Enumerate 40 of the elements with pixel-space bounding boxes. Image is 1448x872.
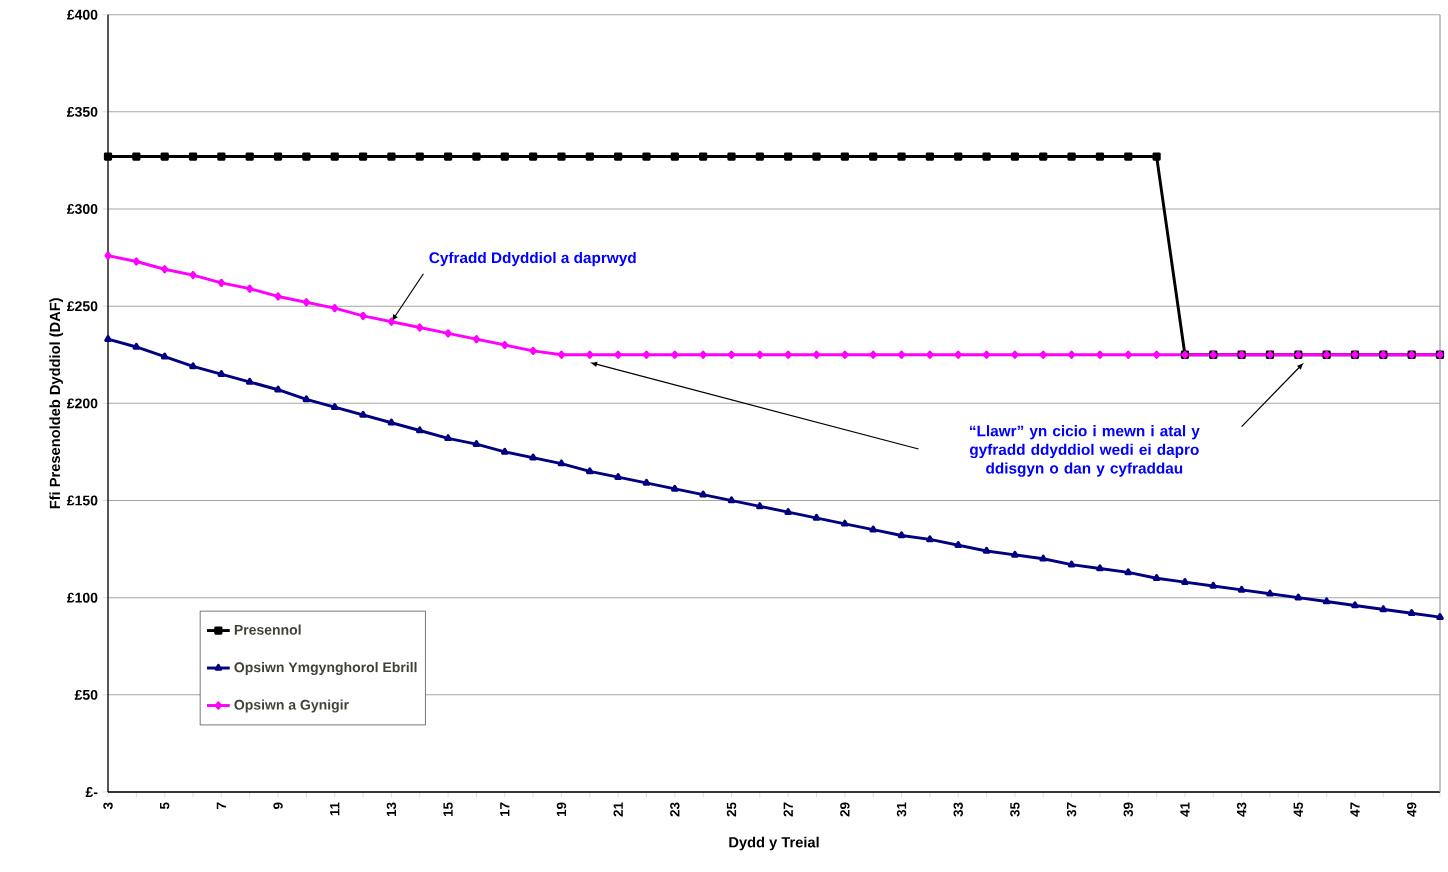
y-tick-label: £200	[66, 398, 98, 409]
x-tick-label: 13	[386, 802, 397, 817]
y-axis-title: Ffi Presenoldeb Dyddiol (DAF)	[49, 298, 63, 509]
x-tick-label: 43	[1236, 802, 1247, 817]
y-tick-label: £100	[66, 592, 98, 603]
y-tick-label: £250	[66, 301, 98, 312]
x-tick-label: 35	[1010, 802, 1020, 817]
x-tick-label: 33	[953, 802, 963, 817]
x-tick-label: 31	[896, 802, 907, 817]
x-tick-label: 45	[1293, 802, 1303, 817]
y-tick-label: £400	[66, 9, 98, 20]
x-tick-label: 41	[1180, 802, 1190, 817]
x-tick-label: 47	[1350, 802, 1360, 817]
x-tick-label: 17	[500, 802, 510, 817]
x-tick-label: 21	[613, 802, 623, 817]
x-tick-label: 49	[1406, 802, 1417, 817]
annotation: Cyfradd Ddyddiol a daprwyd	[429, 251, 636, 267]
legend-label: Opsiwn a Gynigir	[234, 699, 349, 713]
x-tick-label: 5	[160, 802, 170, 810]
x-tick-label: 19	[556, 802, 567, 817]
legend-label: Presennol	[234, 624, 301, 635]
x-tick-label: 11	[330, 802, 340, 816]
x-tick-label: 15	[443, 802, 453, 817]
x-tick-label: 23	[670, 802, 680, 817]
x-tick-label: 3	[103, 802, 113, 810]
y-tick-label: £350	[66, 106, 98, 117]
annotation: “Llawr” yn cicio i mewn i atal y gyfradd ddyddiol wedi ei dapro ddisgyn o dan y cyfraddau	[969, 425, 1200, 477]
x-tick-label: 9	[273, 802, 283, 809]
y-tick-label: £300	[66, 204, 98, 214]
x-tick-label: 7	[216, 802, 226, 809]
x-tick-label: 39	[1123, 802, 1133, 817]
legend-label: Opsiwn Ymgynghorol Ebrill	[234, 661, 417, 676]
y-tick-label: £150	[66, 495, 98, 506]
x-tick-label: 37	[1066, 802, 1077, 817]
x-axis-title: Dydd y Treial	[729, 836, 819, 851]
x-tick-label: 29	[840, 802, 850, 817]
x-tick-label: 25	[726, 802, 737, 817]
y-tick-label: £50	[74, 689, 98, 700]
y-tick-label: £-	[85, 787, 98, 797]
x-tick-label: 27	[783, 802, 793, 817]
